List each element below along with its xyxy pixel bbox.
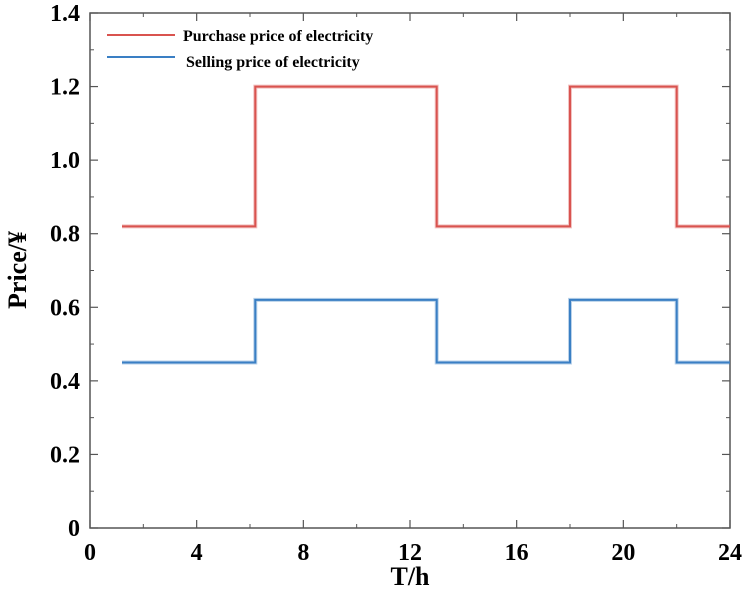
y-tick-label: 0.4 — [50, 369, 80, 395]
y-tick-label: 0 — [68, 516, 80, 542]
ticks — [89, 12, 731, 529]
y-tick-label: 1.2 — [50, 75, 80, 101]
x-tick-label: 12 — [398, 540, 422, 566]
y-axis-title: Price/¥ — [3, 231, 32, 309]
x-tick-label: 16 — [505, 540, 529, 566]
x-tick-label: 0 — [84, 540, 96, 566]
y-tick-label: 1.0 — [50, 148, 80, 174]
x-tick-label: 8 — [297, 540, 309, 566]
x-tick-label: 24 — [718, 540, 742, 566]
series-line-halo-1 — [122, 297, 730, 365]
legend-label-purchase: Purchase price of electricity — [183, 28, 373, 45]
tick-labels: 0 4 8 12 16 20 24 0 0.2 0.4 0.6 0.8 1.0 1.2 1.4 — [50, 1, 742, 566]
x-tick-label: 20 — [611, 540, 635, 566]
series-line-selling — [122, 298, 730, 364]
y-tick-label: 0.2 — [50, 442, 80, 468]
y-tick-label: 1.4 — [50, 1, 80, 27]
series-line-halo-0 — [122, 84, 730, 229]
series-lines — [122, 84, 730, 365]
y-tick-label: 0.6 — [50, 295, 80, 321]
legend-label-selling: Selling price of electricity — [186, 54, 360, 71]
plot-frame — [89, 12, 731, 529]
x-tick-label: 4 — [191, 540, 203, 566]
y-tick-label: 0.8 — [50, 222, 80, 248]
x-axis-title: T/h — [390, 562, 430, 591]
legend: Purchase price of electricity Selling pr… — [107, 28, 373, 71]
series-line-purchase — [122, 85, 730, 228]
